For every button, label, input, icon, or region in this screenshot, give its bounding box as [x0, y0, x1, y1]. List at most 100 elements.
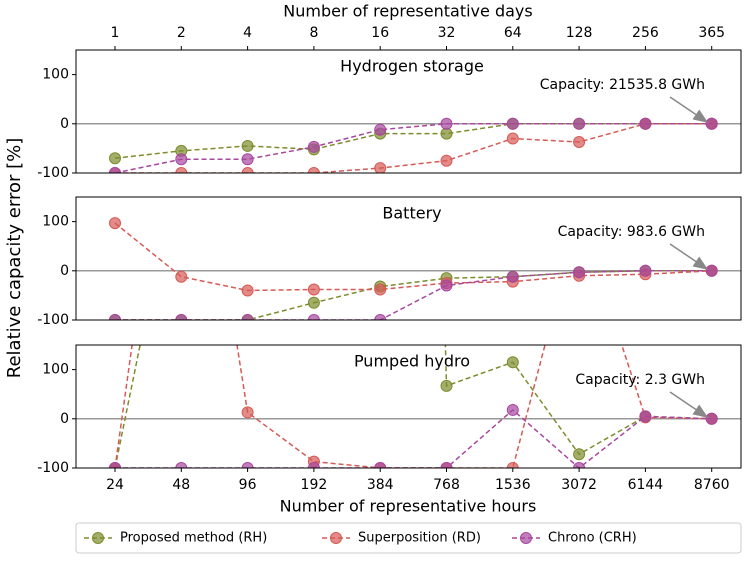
legend-marker: [520, 532, 532, 544]
point: [307, 283, 320, 296]
annotation-arrow: [669, 96, 709, 123]
x-tick-label: 24: [106, 477, 124, 493]
point: [705, 117, 718, 130]
panel-title: Hydrogen storage: [340, 57, 484, 76]
y-tick-label: -100: [37, 312, 69, 328]
point: [573, 448, 586, 461]
y-axis-label: Relative capacity error [%]: [4, 138, 25, 378]
x-tick-label: 384: [367, 477, 394, 493]
series-line: [114, 123, 712, 173]
annotation: Capacity: 2.3 GWh: [575, 372, 705, 388]
annotation: Capacity: 983.6 GWh: [558, 224, 705, 240]
top-tick-label: 2: [177, 25, 186, 41]
annotation: Capacity: 21535.8 GWh: [540, 77, 705, 93]
point: [440, 462, 453, 468]
point: [573, 462, 586, 468]
series-line: [115, 270, 712, 320]
top-tick-label: 256: [632, 25, 659, 41]
point: [175, 314, 188, 320]
point: [109, 167, 121, 173]
series-line: [115, 123, 712, 173]
point: [241, 139, 254, 152]
plot-area: [109, 209, 718, 468]
legend: [75, 522, 742, 554]
legend-label: Chrono (CRH): [548, 531, 637, 546]
y-tick-label: 100: [42, 362, 69, 378]
point: [705, 412, 718, 425]
legend-marker: [92, 532, 104, 544]
point: [241, 153, 254, 166]
point: [175, 462, 188, 468]
point: [639, 264, 652, 277]
y-tick-label: 100: [42, 67, 69, 83]
x-tick-label: 8760: [694, 477, 730, 493]
top-tick-label: 32: [438, 25, 456, 41]
point: [639, 117, 652, 130]
top-tick-label: 1: [111, 25, 120, 41]
point: [109, 217, 121, 230]
point: [639, 410, 652, 423]
series-line: [115, 270, 712, 320]
point: [440, 279, 453, 292]
plot-area: [109, 217, 718, 320]
point: [374, 283, 387, 296]
y-tick-label: 100: [42, 214, 69, 230]
point: [307, 167, 320, 173]
legend-label: Proposed method (RH): [120, 531, 267, 546]
plot-area: [109, 117, 718, 173]
y-tick-label: 0: [60, 263, 69, 279]
point: [175, 167, 188, 173]
point: [307, 296, 320, 309]
point: [573, 266, 586, 279]
point: [374, 123, 387, 136]
point: [506, 403, 519, 416]
top-tick-label: 16: [371, 25, 389, 41]
x-tick-label: 1536: [495, 477, 531, 493]
x-tick-label: 192: [301, 477, 328, 493]
point: [506, 270, 519, 283]
panel-frame: [75, 196, 742, 321]
x-tick-label: 96: [239, 477, 257, 493]
x-tick-label: 6144: [628, 477, 664, 493]
point: [241, 314, 254, 320]
point: [705, 264, 718, 277]
point: [175, 153, 188, 166]
point: [440, 154, 453, 167]
top-tick-label: 128: [566, 25, 593, 41]
top-tick-label: 64: [504, 25, 522, 41]
point: [109, 314, 121, 320]
panel-frame: [75, 344, 742, 469]
y-tick-label: -100: [37, 460, 69, 476]
x-tick-label: 768: [433, 477, 460, 493]
panel-title: Battery: [382, 204, 441, 223]
legend-label: Superposition (RD): [358, 531, 481, 546]
panel-title: Pumped hydro: [354, 352, 470, 371]
top-axis-label: Number of representative days: [283, 2, 532, 21]
series-line: [114, 123, 712, 159]
point: [506, 132, 519, 145]
point: [241, 406, 254, 419]
point: [175, 270, 188, 283]
point: [506, 117, 519, 130]
y-tick-label: 0: [60, 411, 69, 427]
point: [440, 117, 453, 130]
point: [440, 379, 453, 392]
point: [506, 356, 519, 369]
point: [241, 284, 254, 297]
point: [573, 136, 586, 149]
annotation-arrow: [669, 391, 709, 418]
x-axis-label: Number of representative hours: [280, 497, 537, 516]
point: [307, 140, 320, 153]
top-tick-label: 8: [309, 25, 318, 41]
legend-marker: [330, 532, 342, 544]
point: [374, 314, 387, 320]
y-tick-label: -100: [37, 165, 69, 181]
point: [574, 209, 585, 220]
point: [506, 462, 519, 468]
point: [573, 117, 586, 130]
top-tick-label: 4: [243, 25, 252, 41]
point: [241, 462, 254, 468]
point: [109, 152, 121, 165]
point: [374, 462, 387, 468]
